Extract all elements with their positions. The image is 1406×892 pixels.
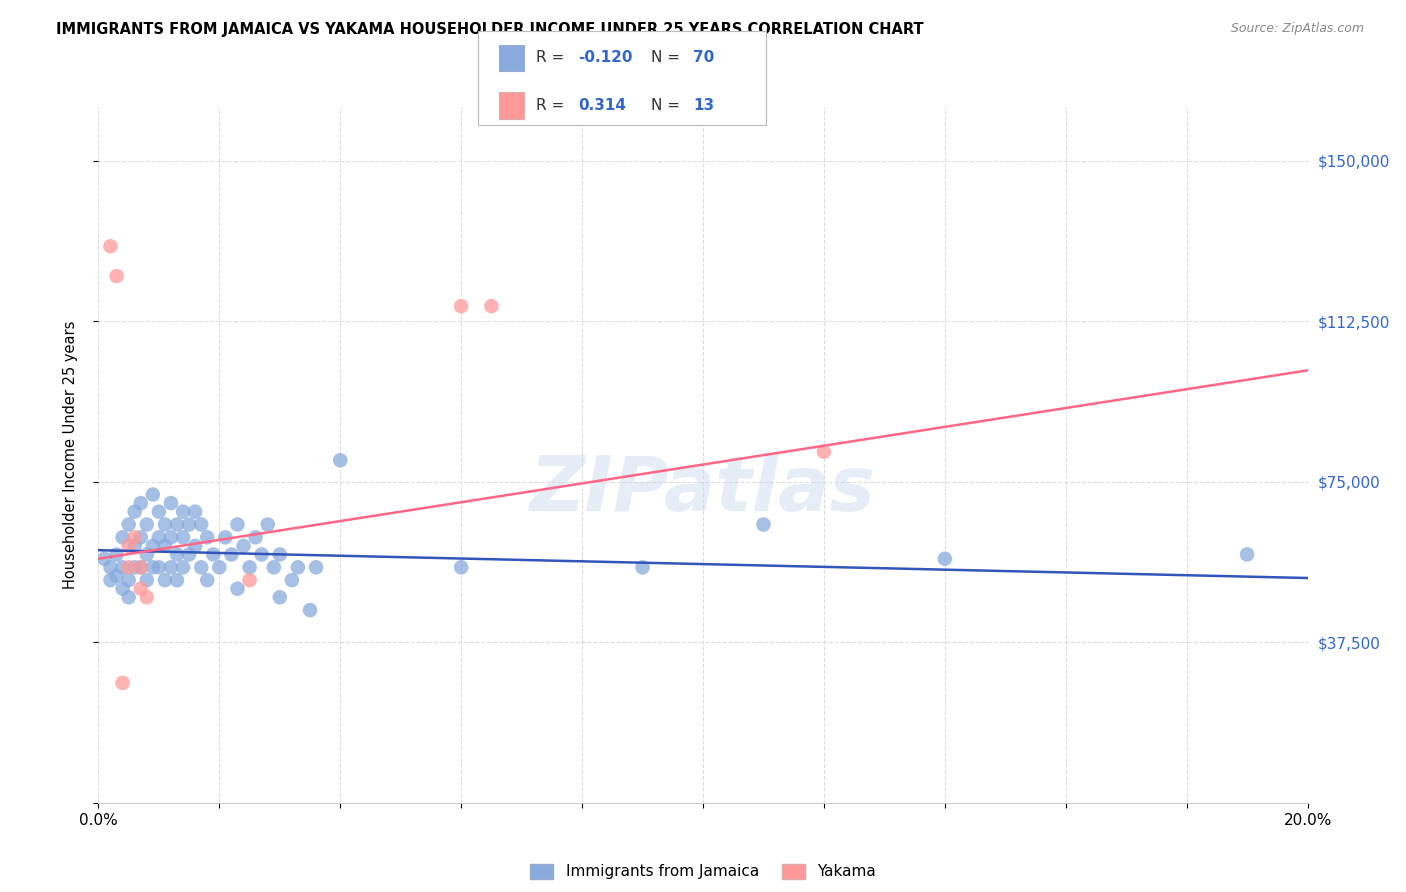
Text: N =: N = xyxy=(651,51,685,65)
Point xyxy=(142,560,165,574)
Point xyxy=(129,582,152,596)
Point xyxy=(148,505,170,519)
Text: IMMIGRANTS FROM JAMAICA VS YAKAMA HOUSEHOLDER INCOME UNDER 25 YEARS CORRELATION : IMMIGRANTS FROM JAMAICA VS YAKAMA HOUSEH… xyxy=(56,22,924,37)
Point xyxy=(190,517,212,532)
Point xyxy=(269,591,291,605)
Point xyxy=(250,548,273,562)
Point xyxy=(287,560,309,574)
Text: N =: N = xyxy=(651,98,685,112)
Point xyxy=(166,517,188,532)
Point xyxy=(172,560,194,574)
Point xyxy=(160,496,183,510)
Text: ZIPatlas: ZIPatlas xyxy=(530,453,876,526)
Point xyxy=(256,517,278,532)
Text: Source: ZipAtlas.com: Source: ZipAtlas.com xyxy=(1230,22,1364,36)
Point xyxy=(934,551,956,566)
Point xyxy=(124,530,146,544)
Point xyxy=(100,239,122,253)
Point xyxy=(329,453,352,467)
Point xyxy=(153,517,176,532)
Point xyxy=(135,548,157,562)
Y-axis label: Householder Income Under 25 years: Householder Income Under 25 years xyxy=(63,321,77,589)
Point xyxy=(160,530,183,544)
Point xyxy=(245,530,267,544)
Point xyxy=(305,560,328,574)
Point xyxy=(190,560,212,574)
Point xyxy=(160,560,183,574)
Point xyxy=(111,560,134,574)
Point xyxy=(813,444,835,458)
Point xyxy=(105,269,128,284)
Point xyxy=(179,548,201,562)
Point xyxy=(239,573,262,587)
Point xyxy=(111,676,134,690)
Point xyxy=(142,539,165,553)
Point xyxy=(299,603,322,617)
Point xyxy=(129,530,152,544)
Text: 0.314: 0.314 xyxy=(578,98,626,112)
Point xyxy=(135,573,157,587)
Point xyxy=(281,573,304,587)
Point xyxy=(153,539,176,553)
Point xyxy=(752,517,775,532)
Point xyxy=(263,560,285,574)
Point xyxy=(481,299,503,313)
Point xyxy=(118,517,141,532)
Point xyxy=(195,573,218,587)
Point xyxy=(450,560,472,574)
Point xyxy=(179,517,201,532)
Point xyxy=(450,299,472,313)
Text: R =: R = xyxy=(536,98,574,112)
Point xyxy=(124,505,146,519)
Point xyxy=(153,573,176,587)
Point xyxy=(1236,548,1258,562)
Point xyxy=(100,573,122,587)
Point xyxy=(226,582,249,596)
Point xyxy=(124,560,146,574)
Point xyxy=(166,548,188,562)
Point xyxy=(118,573,141,587)
Point xyxy=(269,548,291,562)
Legend: Immigrants from Jamaica, Yakama: Immigrants from Jamaica, Yakama xyxy=(524,857,882,886)
Point xyxy=(100,560,122,574)
Text: -0.120: -0.120 xyxy=(578,51,633,65)
Point xyxy=(142,487,165,501)
Point xyxy=(184,505,207,519)
Point xyxy=(208,560,231,574)
Point xyxy=(226,517,249,532)
Point xyxy=(129,560,152,574)
Point xyxy=(135,517,157,532)
Point xyxy=(202,548,225,562)
Point xyxy=(111,530,134,544)
Point xyxy=(135,591,157,605)
Point xyxy=(118,560,141,574)
Point xyxy=(631,560,654,574)
Point xyxy=(166,573,188,587)
Text: 70: 70 xyxy=(693,51,714,65)
Point xyxy=(195,530,218,544)
Point xyxy=(221,548,243,562)
Point xyxy=(111,582,134,596)
Point xyxy=(184,539,207,553)
Point xyxy=(105,569,128,583)
Point xyxy=(105,548,128,562)
Point xyxy=(118,539,141,553)
Point xyxy=(129,560,152,574)
Point xyxy=(129,496,152,510)
Point xyxy=(214,530,236,544)
Point xyxy=(124,539,146,553)
Point xyxy=(239,560,262,574)
Text: R =: R = xyxy=(536,51,569,65)
Point xyxy=(172,505,194,519)
Point xyxy=(148,560,170,574)
Point xyxy=(172,530,194,544)
Point xyxy=(93,551,115,566)
Point xyxy=(148,530,170,544)
Point xyxy=(232,539,254,553)
Text: 13: 13 xyxy=(693,98,714,112)
Point xyxy=(118,591,141,605)
